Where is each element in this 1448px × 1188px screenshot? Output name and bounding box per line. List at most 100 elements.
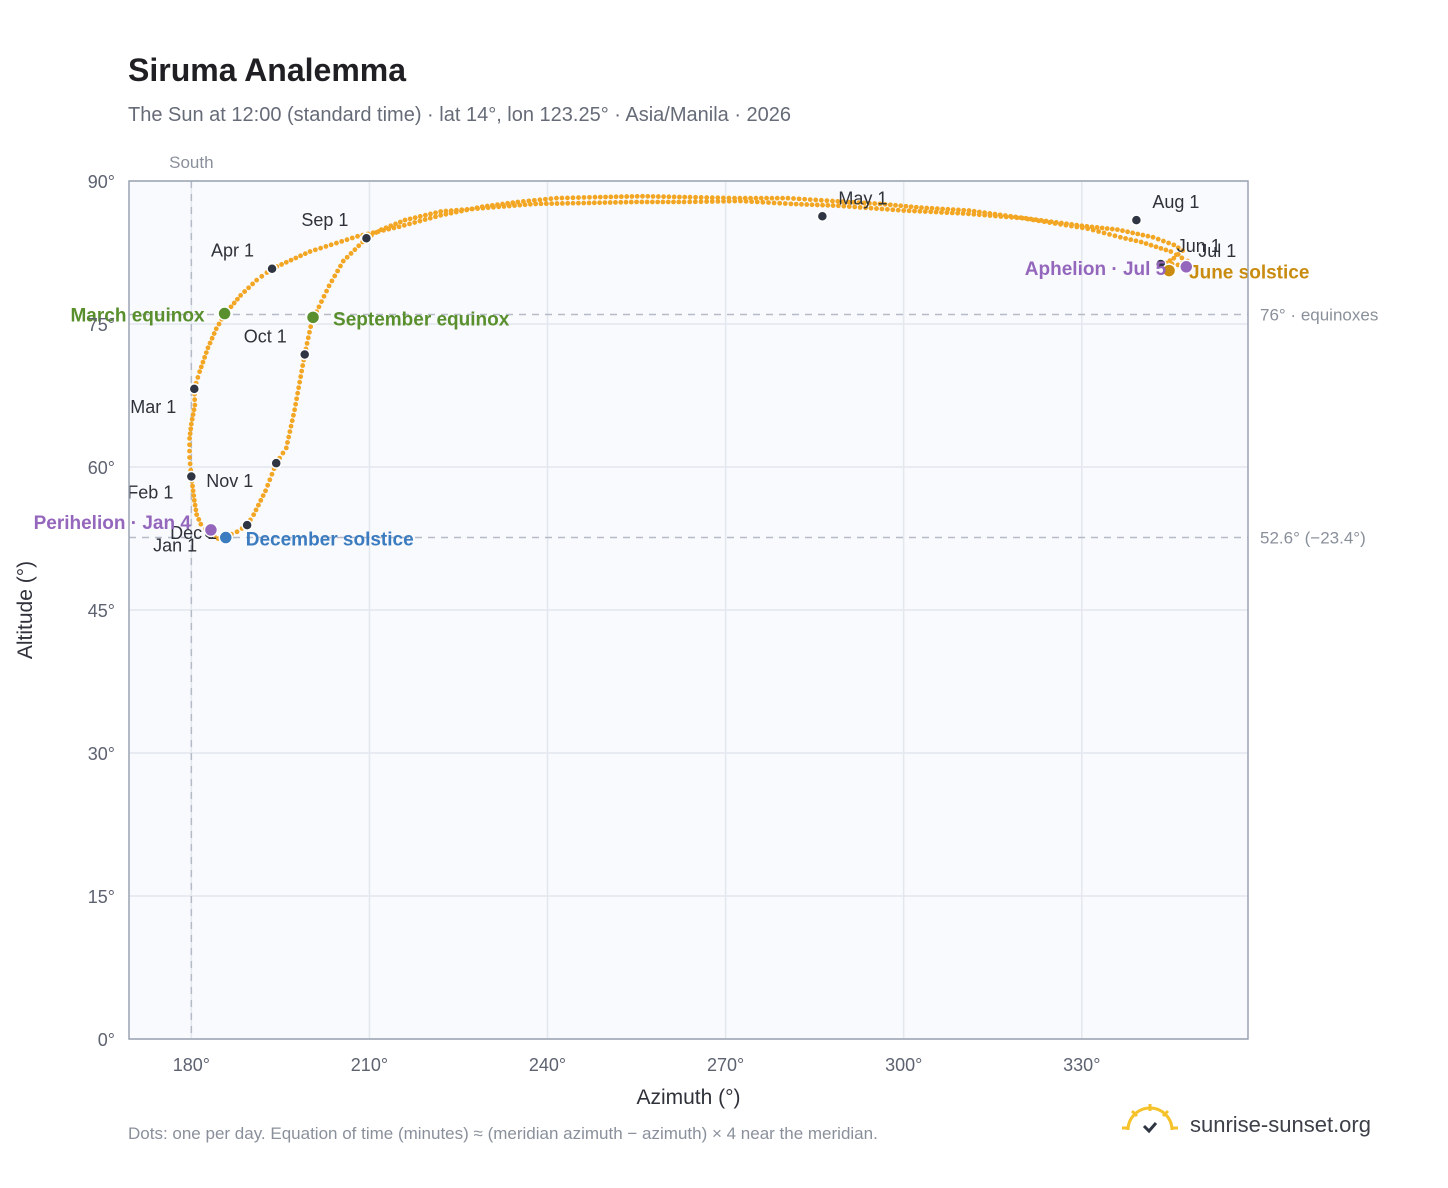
event-marker xyxy=(1161,263,1177,278)
daily-dot xyxy=(1058,221,1063,227)
daily-dot xyxy=(318,245,324,251)
daily-dot xyxy=(693,194,698,200)
daily-dot xyxy=(332,273,338,279)
daily-dot xyxy=(877,201,883,207)
daily-dot xyxy=(618,194,624,200)
daily-dot xyxy=(265,482,271,488)
daily-dot xyxy=(872,201,878,206)
daily-dot xyxy=(512,203,517,208)
daily-dot xyxy=(820,202,825,208)
y-tick-label: 75° xyxy=(88,315,115,335)
x-tick-label: 300° xyxy=(885,1055,922,1075)
daily-dot xyxy=(576,195,581,201)
daily-dot xyxy=(192,397,198,403)
daily-dot xyxy=(753,195,759,201)
daily-dot xyxy=(187,442,192,448)
month-marker xyxy=(188,383,201,395)
daily-dot xyxy=(1079,225,1085,231)
daily-dot xyxy=(597,194,603,200)
month-marker xyxy=(270,457,282,469)
month-marker xyxy=(241,519,253,531)
daily-dot xyxy=(1090,227,1096,233)
daily-dot xyxy=(971,211,977,217)
daily-dot xyxy=(861,200,867,206)
daily-dot xyxy=(840,199,846,205)
daily-dot xyxy=(191,493,197,498)
daily-dot xyxy=(720,195,726,201)
daily-dot xyxy=(845,199,851,205)
daily-dot xyxy=(906,208,912,214)
daily-dot xyxy=(807,197,813,202)
daily-dot xyxy=(721,198,726,204)
daily-dot xyxy=(1074,224,1080,230)
x-tick-label: 270° xyxy=(707,1055,744,1075)
daily-dot xyxy=(383,225,389,231)
daily-dot xyxy=(709,199,715,204)
daily-dot xyxy=(1112,233,1118,239)
daily-dot xyxy=(443,208,449,214)
daily-dot xyxy=(401,222,407,228)
daily-dot xyxy=(258,497,264,503)
footer-note: Dots: one per day. Equation of time (min… xyxy=(128,1124,878,1143)
daily-dot xyxy=(1109,226,1115,232)
daily-dot xyxy=(321,293,327,299)
daily-dot xyxy=(286,434,292,440)
daily-dot xyxy=(378,227,384,233)
daily-dot xyxy=(335,268,341,274)
daily-dot xyxy=(665,199,671,205)
month-label: Jan 1 xyxy=(153,536,197,556)
daily-dot xyxy=(874,206,879,211)
daily-dot xyxy=(1041,219,1047,225)
daily-dot xyxy=(879,206,885,212)
month-label: Nov 1 xyxy=(206,471,253,491)
daily-dot xyxy=(205,345,211,351)
daily-dot xyxy=(1030,217,1036,223)
sun-logo-icon xyxy=(1122,1104,1178,1134)
daily-dot xyxy=(919,205,924,211)
event-marker xyxy=(1179,259,1194,275)
daily-dot xyxy=(903,203,909,209)
daily-dot xyxy=(480,205,486,211)
daily-dot xyxy=(291,412,296,418)
daily-dot xyxy=(231,300,237,306)
daily-dot xyxy=(469,206,475,212)
daily-dot xyxy=(316,304,322,310)
daily-dot xyxy=(344,237,350,243)
daily-dot xyxy=(352,247,358,253)
event-label: March equinox xyxy=(70,306,205,327)
month-label: Sep 1 xyxy=(301,210,348,230)
daily-dot xyxy=(287,429,293,434)
daily-dot xyxy=(677,194,682,200)
daily-dot xyxy=(825,202,831,208)
chart-subtitle: The Sun at 12:00 (standard time) · lat 1… xyxy=(128,104,792,126)
daily-dot xyxy=(586,200,592,206)
daily-dot xyxy=(976,212,982,218)
daily-dot xyxy=(814,202,820,208)
daily-dot xyxy=(709,195,715,201)
daily-dot xyxy=(326,283,332,289)
month-label: Jun 1 xyxy=(1177,236,1221,256)
daily-dot xyxy=(459,207,465,213)
daily-dot xyxy=(634,193,640,199)
daily-dot xyxy=(1179,255,1185,261)
daily-dot xyxy=(852,204,858,210)
event-label: June solstice xyxy=(1189,263,1309,284)
daily-dot xyxy=(802,196,808,202)
daily-dot xyxy=(660,199,666,205)
brand-link[interactable]: sunrise-sunset.org xyxy=(1120,1102,1400,1146)
daily-dot xyxy=(194,512,200,518)
daily-dot xyxy=(565,195,570,201)
daily-dot xyxy=(1099,225,1105,231)
daily-dot xyxy=(522,202,528,208)
daily-dot xyxy=(305,335,311,341)
daily-dot xyxy=(438,212,444,218)
daily-dot xyxy=(830,198,835,204)
daily-dot xyxy=(190,483,195,489)
daily-dot xyxy=(559,201,565,206)
daily-dot xyxy=(738,198,743,204)
month-label: Aug 1 xyxy=(1152,192,1199,212)
daily-dot xyxy=(412,220,418,225)
daily-dot xyxy=(259,273,265,279)
daily-dot xyxy=(250,281,256,287)
daily-dot xyxy=(187,448,192,454)
